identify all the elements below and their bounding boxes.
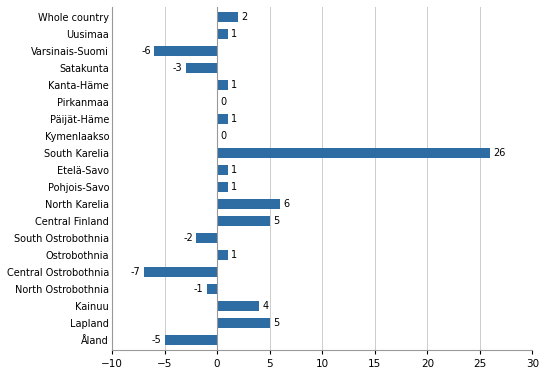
Bar	[217, 29, 228, 39]
Text: -3: -3	[173, 63, 182, 73]
Text: 5: 5	[273, 216, 279, 226]
Bar	[217, 199, 280, 209]
Text: 6: 6	[283, 199, 289, 209]
Bar	[164, 335, 217, 344]
Text: 0: 0	[220, 97, 227, 107]
Bar	[154, 46, 217, 56]
Bar	[217, 80, 228, 90]
Bar	[196, 233, 217, 243]
Bar	[217, 165, 228, 175]
Text: 1: 1	[231, 182, 237, 192]
Text: 5: 5	[273, 318, 279, 328]
Text: 1: 1	[231, 80, 237, 90]
Text: 0: 0	[220, 131, 227, 141]
Text: 2: 2	[241, 12, 247, 22]
Bar	[186, 64, 217, 73]
Bar	[217, 114, 228, 124]
Bar	[144, 267, 217, 277]
Bar	[206, 284, 217, 294]
Text: -7: -7	[130, 267, 140, 277]
Text: 1: 1	[231, 165, 237, 175]
Text: -6: -6	[141, 46, 151, 56]
Bar	[217, 216, 270, 226]
Text: 26: 26	[494, 148, 506, 158]
Text: 1: 1	[231, 29, 237, 39]
Bar	[217, 182, 228, 192]
Bar	[217, 318, 270, 327]
Text: 1: 1	[231, 250, 237, 260]
Bar	[217, 250, 228, 259]
Text: -5: -5	[152, 335, 162, 345]
Text: 4: 4	[262, 301, 269, 311]
Bar	[217, 301, 259, 311]
Text: -1: -1	[194, 284, 204, 294]
Bar	[217, 12, 238, 22]
Text: 1: 1	[231, 114, 237, 124]
Bar	[217, 149, 490, 158]
Text: -2: -2	[183, 233, 193, 243]
